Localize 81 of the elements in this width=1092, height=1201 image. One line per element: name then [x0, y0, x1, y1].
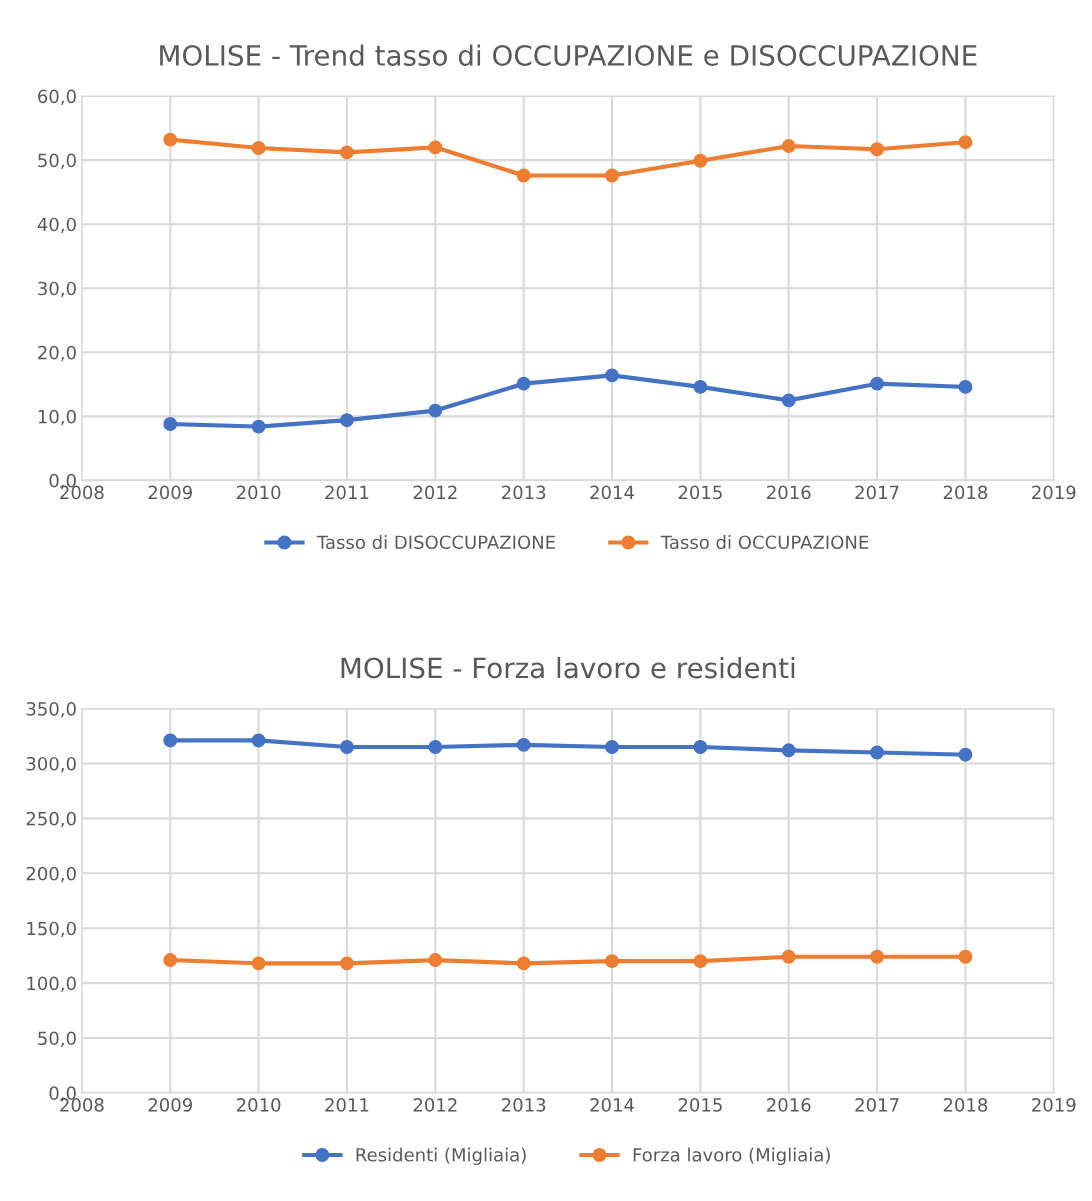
legend-label: Tasso di DISOCCUPAZIONE	[316, 535, 555, 550]
x-tick-label: 2018	[943, 1098, 988, 1112]
x-tick-label: 2014	[590, 1098, 634, 1112]
x-tick-label: 2011	[325, 485, 369, 500]
point	[340, 413, 354, 428]
point	[163, 132, 178, 147]
point	[428, 140, 443, 155]
point	[428, 740, 443, 754]
point	[693, 379, 708, 394]
legend-label: Tasso di OCCUPAZIONE	[660, 535, 869, 550]
legend-label: Forza lavoro (Migliaia)	[633, 1147, 830, 1166]
point	[693, 954, 708, 969]
x-tick-label: 2019	[1032, 485, 1076, 500]
point	[251, 956, 266, 971]
x-tick-label: 2011	[325, 1098, 369, 1112]
point	[163, 417, 178, 431]
point	[605, 368, 619, 383]
point	[605, 954, 619, 969]
point	[958, 135, 973, 150]
point	[958, 949, 973, 964]
point	[870, 949, 885, 964]
y-tick-label: 100,0	[27, 976, 76, 993]
y-tick-label: 300,0	[26, 756, 76, 773]
point	[340, 956, 354, 971]
x-tick-label: 2012	[413, 485, 457, 500]
legend-label: Residenti (Migliaia)	[356, 1147, 526, 1166]
x-tick-label: 2009	[148, 1098, 192, 1112]
point	[693, 740, 708, 754]
point	[251, 419, 266, 434]
point	[958, 379, 973, 394]
point	[163, 733, 178, 748]
y-tick-label: 150,0	[27, 921, 76, 938]
point	[870, 376, 885, 391]
x-tick-label: 2016	[767, 485, 811, 500]
y-tick-label: 10,0	[38, 409, 76, 426]
y-tick-label: 30,0	[38, 281, 76, 298]
point	[251, 141, 266, 155]
point	[605, 168, 619, 183]
point	[958, 747, 973, 762]
x-tick-label: 2017	[855, 1098, 899, 1112]
x-tick-label: 2016	[767, 1098, 811, 1112]
point	[428, 403, 443, 418]
point	[781, 393, 796, 408]
x-tick-label: 2015	[678, 485, 722, 500]
x-tick-label: 2018	[943, 485, 988, 500]
point	[516, 956, 531, 971]
x-tick-label: 2017	[855, 485, 899, 500]
x-tick-label: 2010	[236, 485, 281, 500]
point	[251, 733, 266, 748]
point	[870, 745, 885, 760]
y-tick-label: 40,0	[37, 217, 76, 234]
point	[340, 145, 354, 160]
x-tick-label: 2019	[1032, 1098, 1076, 1112]
point	[163, 953, 178, 967]
point	[605, 740, 619, 754]
y-tick-label: 250,0	[26, 811, 76, 828]
y-tick-label: 350,0	[26, 702, 76, 718]
point	[781, 743, 796, 758]
point	[516, 737, 531, 752]
point	[516, 168, 531, 183]
y-tick-label: 50,0	[38, 153, 76, 170]
y-tick-label: 50,0	[38, 1031, 76, 1047]
point	[428, 953, 443, 967]
x-tick-label: 2013	[502, 1098, 546, 1112]
x-tick-label: 2014	[590, 485, 634, 500]
y-tick-label: 20,0	[38, 345, 76, 362]
y-tick-label: 200,0	[26, 866, 76, 883]
x-tick-label: 2015	[678, 1098, 722, 1112]
point	[781, 139, 796, 153]
point	[516, 376, 531, 391]
point	[340, 740, 354, 754]
x-tick-label: 2009	[148, 485, 192, 500]
x-tick-label: 2013	[502, 485, 546, 500]
chart-title: MOLISE - Forza lavoro e residenti	[341, 656, 795, 679]
point	[870, 142, 885, 157]
point	[693, 153, 708, 168]
y-tick-label: 60,0	[38, 89, 76, 106]
point	[781, 949, 796, 964]
chart-title: MOLISE - Trend tasso di OCCUPAZIONE e DISOCCUPAZIONE	[160, 44, 977, 66]
x-tick-label: 2010	[236, 1098, 281, 1112]
x-tick-label: 2012	[413, 1098, 457, 1112]
